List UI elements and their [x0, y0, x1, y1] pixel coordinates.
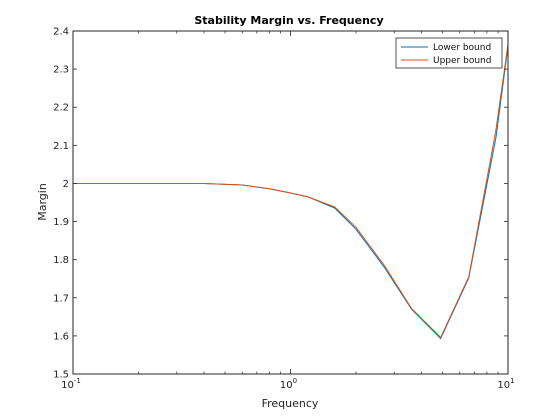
- series-line-upper-bound: [73, 44, 509, 339]
- y-tick-label: 2.1: [53, 141, 69, 152]
- y-tick-label: 1.5: [53, 370, 69, 381]
- y-axis-label: Margin: [36, 183, 49, 221]
- legend-label-upper-bound: Upper bound: [433, 56, 491, 66]
- x-axis-label: Frequency: [262, 397, 319, 410]
- y-tick-label: 2: [63, 179, 69, 190]
- y-tick-label: 1.7: [53, 293, 69, 304]
- y-tick-label: 2.2: [53, 103, 69, 114]
- legend: Lower bound Upper bound: [395, 37, 503, 69]
- y-tick-label: 1.9: [53, 217, 69, 228]
- chart-title: Stability Margin vs. Frequency: [194, 14, 383, 27]
- x-tick-label: 100: [280, 377, 297, 391]
- x-tick-label: 10-1: [61, 377, 81, 391]
- y-tick-label: 1.8: [53, 255, 69, 266]
- series-layer: [73, 44, 509, 340]
- y-tick-label: 2.3: [53, 65, 69, 76]
- legend-label-lower-bound: Lower bound: [433, 43, 491, 53]
- legend-box: [395, 37, 503, 69]
- plot-area: [73, 31, 508, 374]
- y-tick-label: 2.4: [53, 27, 69, 38]
- y-tick-label: 1.6: [53, 331, 69, 342]
- x-tick-label: 101: [497, 377, 514, 391]
- tick-layer: 1.5 1.6 1.7 1.8 1.9 2 2.1 2.2 2.3 2.4 10-1 100 101: [53, 27, 515, 392]
